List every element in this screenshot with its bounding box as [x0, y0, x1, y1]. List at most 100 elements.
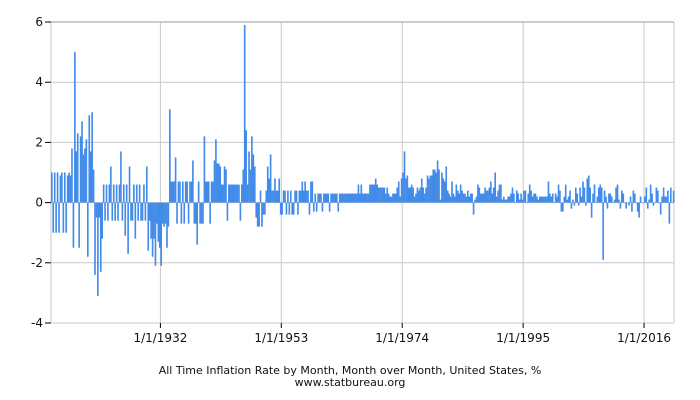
data-bar — [228, 184, 230, 203]
data-bar — [521, 199, 524, 203]
data-bar — [333, 193, 335, 203]
data-bar — [449, 196, 452, 203]
data-bar — [540, 196, 543, 203]
data-bar — [147, 202, 150, 251]
data-bar — [475, 196, 478, 203]
data-bar — [233, 184, 236, 203]
data-bar — [193, 202, 196, 224]
data-bar — [248, 151, 250, 203]
data-bar — [464, 193, 466, 203]
data-bar — [71, 148, 73, 203]
data-bar — [108, 184, 111, 203]
data-bar — [206, 181, 209, 203]
data-bar — [143, 184, 145, 203]
data-bar — [526, 202, 528, 204]
data-bar — [644, 196, 646, 203]
data-bar — [550, 196, 553, 203]
data-bar — [549, 193, 551, 203]
data-bar — [479, 193, 482, 203]
data-bar — [384, 193, 387, 203]
data-bar — [420, 178, 423, 203]
data-bar — [583, 187, 586, 203]
data-bar — [422, 187, 425, 203]
data-bar — [130, 202, 132, 221]
data-bar — [566, 199, 568, 203]
data-bar — [78, 202, 80, 248]
data-bar — [264, 202, 266, 215]
data-bar — [403, 151, 406, 203]
data-bar — [181, 181, 184, 203]
data-bar — [641, 202, 643, 204]
data-bar — [642, 202, 645, 204]
data-bar — [300, 190, 302, 203]
data-bar — [117, 202, 119, 221]
data-bar — [301, 181, 304, 203]
data-bar — [114, 202, 116, 221]
data-bar — [323, 193, 325, 203]
data-bar — [190, 181, 193, 203]
data-bar — [91, 112, 93, 203]
data-bar — [171, 181, 174, 203]
data-bar — [632, 190, 635, 203]
data-bar — [423, 193, 426, 203]
data-bar — [418, 190, 420, 203]
data-bar — [76, 133, 79, 203]
data-bar — [426, 175, 429, 203]
data-bar — [372, 184, 374, 203]
data-bar — [226, 202, 229, 221]
data-bar — [606, 202, 609, 209]
data-bar — [95, 202, 98, 218]
data-bar — [112, 184, 115, 203]
data-bar — [101, 202, 104, 239]
data-bar — [146, 166, 148, 203]
data-bar — [124, 202, 127, 236]
data-bar — [478, 187, 481, 203]
data-bar — [63, 172, 66, 203]
data-bar — [396, 187, 399, 203]
data-bar — [268, 178, 270, 203]
data-bar — [276, 190, 279, 203]
data-bar — [134, 202, 137, 239]
data-bar — [235, 184, 237, 203]
data-bar — [284, 190, 286, 203]
data-bar — [66, 175, 69, 203]
data-bar — [547, 181, 550, 203]
data-bar — [167, 202, 170, 227]
y-tick-label: 0 — [35, 196, 43, 210]
data-bar — [357, 184, 360, 203]
data-bar — [251, 136, 253, 203]
data-bar — [492, 187, 495, 203]
data-bar — [51, 172, 53, 203]
data-bar — [89, 151, 92, 203]
data-bar — [205, 181, 207, 203]
data-bar — [454, 196, 456, 203]
data-bar — [380, 187, 383, 203]
data-bar — [150, 202, 152, 239]
data-bar — [361, 193, 364, 203]
data-bar — [220, 184, 223, 203]
data-bar — [346, 193, 348, 203]
data-bar — [377, 187, 380, 203]
data-bar — [389, 196, 391, 203]
data-bar — [569, 190, 571, 203]
data-bar — [488, 187, 491, 203]
data-bar — [596, 196, 599, 203]
data-bar — [186, 181, 188, 203]
data-bar — [497, 190, 499, 203]
data-bar — [82, 154, 85, 203]
data-bar — [161, 202, 164, 224]
data-bar — [386, 187, 389, 203]
data-bar — [572, 199, 574, 203]
data-bar — [628, 202, 630, 206]
data-bar — [452, 193, 455, 203]
data-bar — [485, 190, 488, 203]
data-bar — [324, 193, 327, 203]
data-bar — [310, 181, 312, 203]
data-bar — [467, 190, 469, 203]
data-bar — [269, 154, 272, 203]
data-bar — [508, 196, 511, 203]
data-bar — [348, 193, 351, 203]
data-bar — [156, 202, 158, 224]
chart-source: www.statbureau.org — [294, 376, 406, 389]
data-bar — [120, 151, 122, 203]
